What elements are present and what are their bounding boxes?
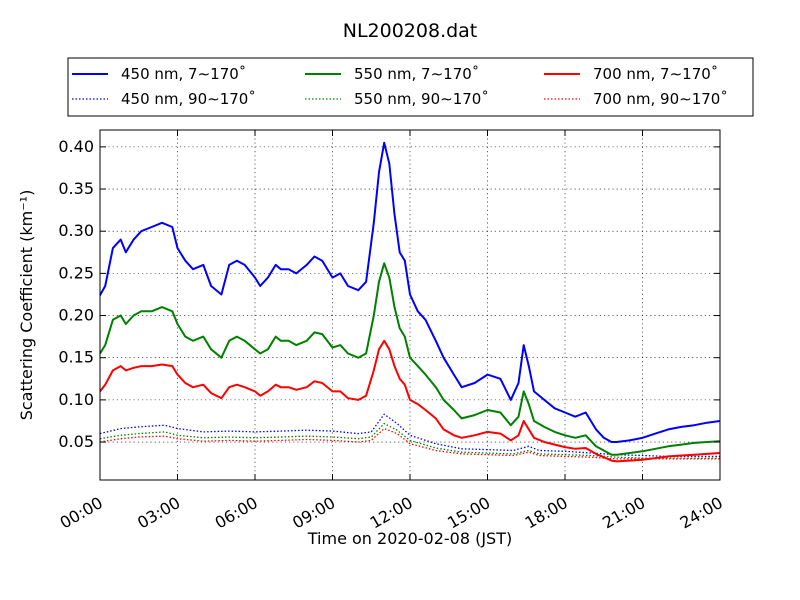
y-tick-label: 0.35 bbox=[58, 179, 94, 198]
legend-entry-4: 700 nm, 7∼170˚ bbox=[593, 65, 718, 83]
legend-entry-1: 450 nm, 90∼170˚ bbox=[121, 90, 256, 108]
y-tick-label: 0.30 bbox=[58, 221, 94, 240]
legend-box bbox=[67, 57, 754, 117]
y-tick-label: 0.20 bbox=[58, 306, 94, 325]
legend: 450 nm, 7∼170˚ 450 nm, 90∼170˚ 550 nm, 7∼1… bbox=[67, 57, 754, 117]
chart-title: NL200208.dat bbox=[343, 20, 478, 42]
y-axis: 0.05 0.10 0.15 0.20 0.25 0.30 0.35 0.40 bbox=[58, 137, 720, 451]
series-line-2 bbox=[99, 262, 721, 456]
y-tick-label: 0.15 bbox=[58, 348, 94, 367]
y-tick-label: 0.40 bbox=[58, 137, 94, 156]
legend-entry-0: 450 nm, 7∼170˚ bbox=[121, 65, 246, 83]
series-line-4 bbox=[99, 339, 721, 463]
legend-entry-5: 700 nm, 90∼170˚ bbox=[593, 90, 728, 108]
series-line-0 bbox=[99, 141, 721, 443]
y-tick-label: 0.25 bbox=[58, 263, 94, 282]
legend-entry-2: 550 nm, 7∼170˚ bbox=[354, 65, 479, 83]
y-axis-label: Scattering Coefficient (km⁻¹) bbox=[17, 190, 36, 421]
legend-entry-3: 550 nm, 90∼170˚ bbox=[354, 90, 489, 108]
y-tick-label: 0.10 bbox=[58, 390, 94, 409]
y-tick-label: 0.05 bbox=[58, 432, 94, 451]
series-layer bbox=[99, 141, 721, 463]
x-axis-label: Time on 2020-02-08 (JST) bbox=[307, 529, 512, 548]
series-line-3 bbox=[99, 422, 720, 459]
series-line-5 bbox=[99, 427, 720, 460]
